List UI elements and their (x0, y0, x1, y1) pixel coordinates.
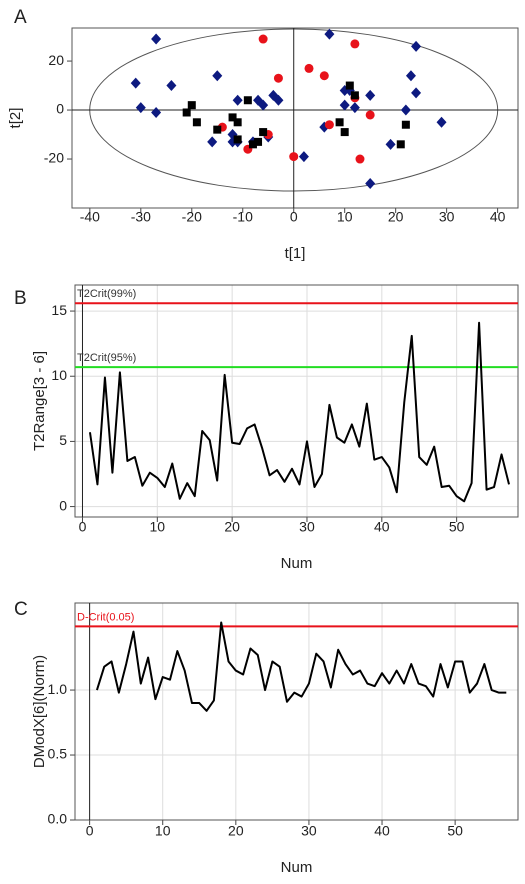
point (335, 118, 344, 127)
y-axis-label: T2Range[3 - 6] (31, 351, 48, 451)
point (304, 63, 314, 73)
data-line (95, 621, 507, 712)
y-tick-label: 0.0 (48, 811, 68, 827)
point (365, 178, 376, 190)
y-tick-label: -20 (44, 150, 64, 166)
point (345, 81, 354, 90)
point (243, 96, 252, 105)
x-tick-label: 30 (439, 209, 455, 225)
x-tick-label: 30 (299, 519, 315, 535)
y-tick-label: 5 (59, 432, 67, 448)
point (365, 89, 376, 101)
point (324, 28, 335, 40)
point (273, 94, 284, 106)
x-tick-label: 0 (290, 209, 298, 225)
x-axis-label: Num (281, 555, 313, 572)
y-axis-label: DModX[6](Norm) (31, 655, 48, 768)
point (248, 140, 257, 149)
point (135, 102, 146, 114)
point (233, 135, 242, 144)
point (233, 118, 242, 127)
y-tick-label: 0 (59, 497, 67, 513)
point (213, 125, 222, 134)
x-tick-label: 40 (374, 519, 390, 535)
point (411, 87, 422, 99)
y-tick-label: 0 (56, 101, 64, 117)
x-tick-label: 0 (79, 519, 87, 535)
point (130, 77, 141, 89)
x-tick-label: 20 (224, 519, 240, 535)
point (324, 120, 334, 130)
reference-label: D-Crit(0.05) (77, 611, 134, 623)
x-tick-label: 0 (86, 823, 94, 839)
reference-label: T2Crit(99%) (77, 288, 136, 300)
point (436, 116, 447, 128)
point (273, 73, 283, 83)
x-tick-label: 50 (447, 823, 463, 839)
point (254, 137, 263, 146)
point (401, 120, 410, 129)
point (385, 138, 396, 150)
point (232, 94, 243, 106)
point (151, 106, 162, 118)
point (258, 34, 268, 44)
point (228, 113, 237, 122)
point (207, 136, 218, 148)
point (350, 39, 360, 49)
point (355, 154, 365, 164)
x-tick-label: 50 (449, 519, 465, 535)
plot-frame (71, 27, 519, 209)
x-tick-label: -40 (80, 209, 100, 225)
plot-frame (74, 284, 519, 518)
point (166, 80, 177, 92)
point (182, 108, 191, 117)
point (259, 128, 268, 137)
y-tick-label: 20 (48, 52, 64, 68)
point (212, 70, 223, 82)
x-tick-label: 20 (228, 823, 244, 839)
x-tick-label: -30 (131, 209, 151, 225)
x-tick-label: 10 (337, 209, 353, 225)
point (365, 110, 375, 120)
point (350, 91, 359, 100)
point (151, 33, 162, 45)
point (405, 70, 416, 82)
x-axis-label: t[1] (285, 245, 306, 262)
point (349, 102, 360, 114)
y-tick-label: 15 (51, 302, 67, 318)
x-tick-label: 10 (155, 823, 171, 839)
panel-letter: B (14, 288, 27, 309)
point (411, 40, 422, 52)
y-tick-label: 1.0 (48, 681, 68, 697)
x-tick-label: -20 (182, 209, 202, 225)
point (298, 151, 309, 163)
point (339, 99, 350, 111)
point (258, 99, 269, 111)
panel-letter: A (14, 7, 27, 28)
x-tick-label: 40 (374, 823, 390, 839)
x-tick-label: 30 (301, 823, 317, 839)
point (187, 101, 196, 110)
y-tick-label: 10 (51, 367, 67, 383)
x-tick-label: 10 (150, 519, 166, 535)
point (396, 140, 405, 149)
x-tick-label: 20 (388, 209, 404, 225)
panel-letter: C (14, 599, 28, 620)
plot-frame (74, 602, 519, 821)
x-tick-label: -10 (233, 209, 253, 225)
point (319, 71, 329, 81)
y-axis-label: t[2] (7, 108, 24, 129)
y-tick-label: 0.5 (48, 746, 68, 762)
point (340, 128, 349, 137)
point (192, 118, 201, 127)
x-tick-label: 40 (490, 209, 506, 225)
x-axis-label: Num (281, 859, 313, 876)
point (289, 152, 299, 162)
reference-label: T2Crit(95%) (77, 352, 136, 364)
data-line (88, 321, 510, 503)
point (400, 104, 411, 116)
